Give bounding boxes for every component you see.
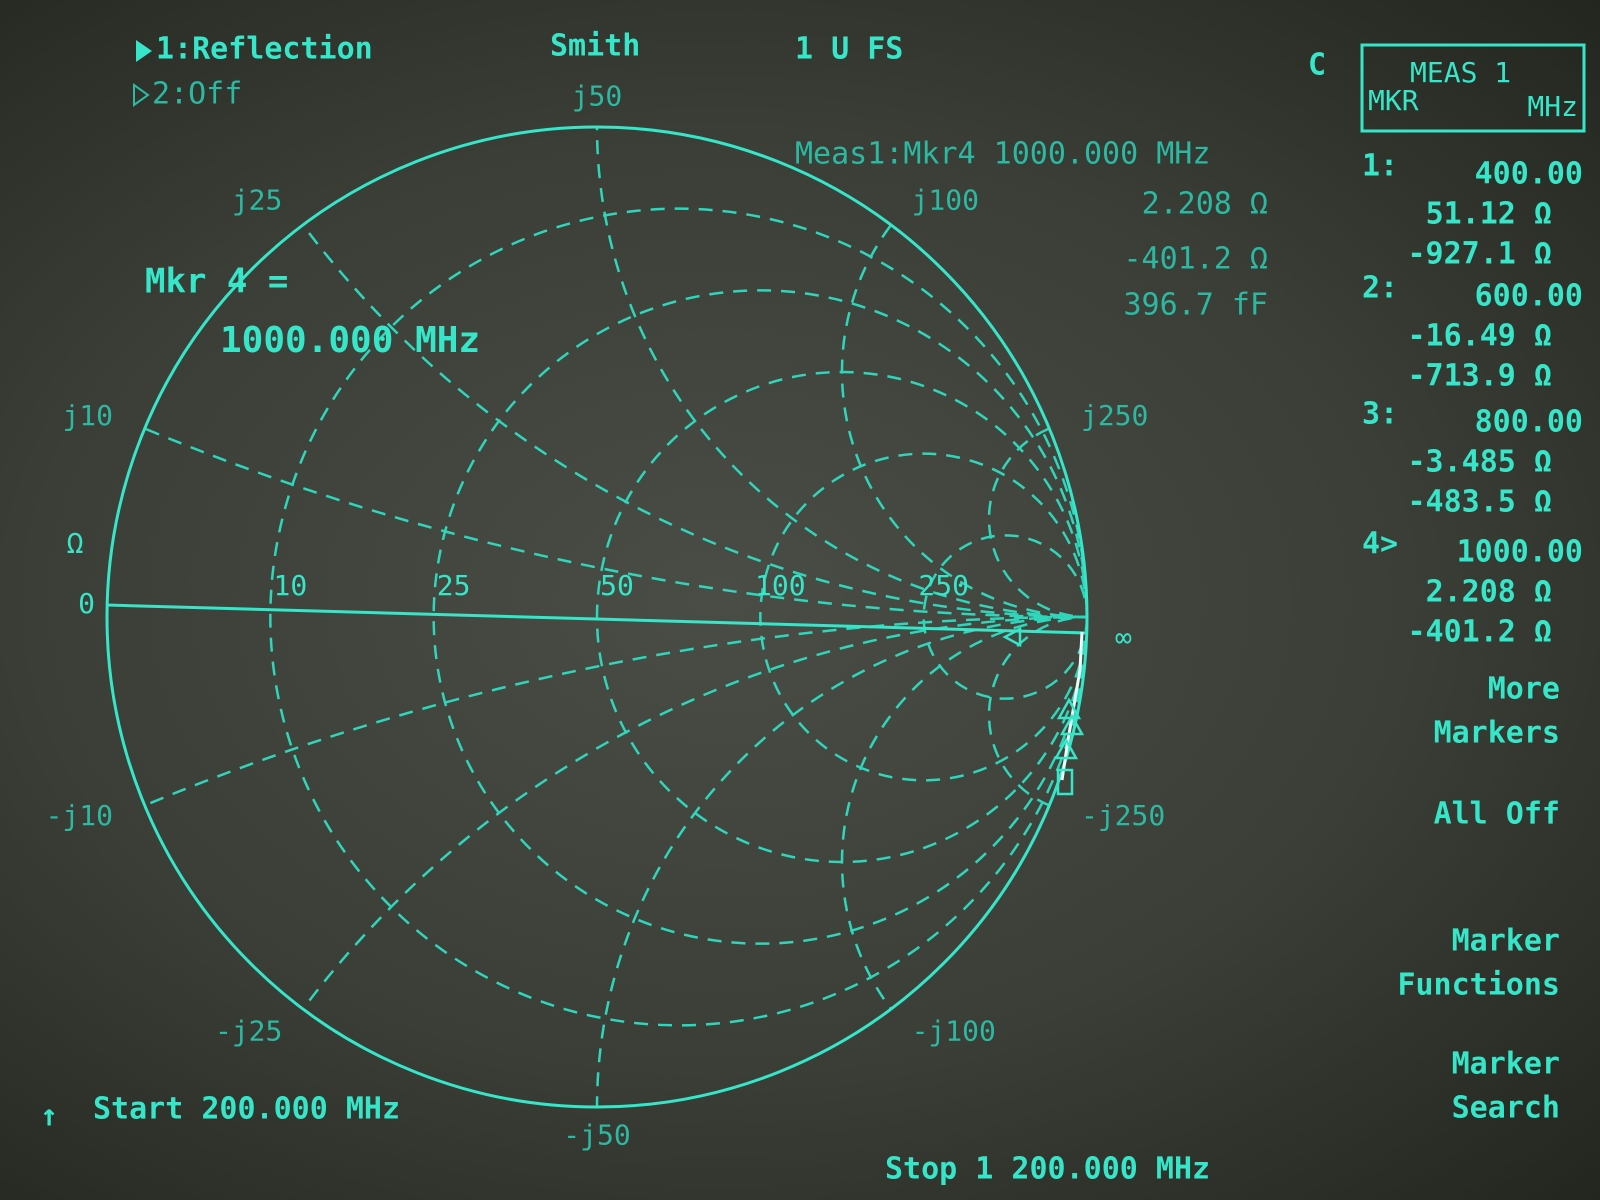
softkey-label[interactable]: Functions [1397, 968, 1560, 1003]
reactance-label: j25 [232, 183, 283, 216]
softkey-label[interactable]: More [1488, 672, 1560, 707]
start-freq: Start 200.000 MHz [93, 1092, 400, 1127]
footer-arrow: ↑ [40, 1099, 58, 1134]
reactance-label: j100 [912, 183, 979, 216]
resistance-label: 10 [273, 569, 307, 602]
marker-resistance: -16.49 Ω [1408, 319, 1553, 354]
marker-reactance: -713.9 Ω [1408, 359, 1553, 394]
trace1: 1:Reflection [156, 32, 373, 67]
active-trace-icon [136, 40, 152, 62]
marker-index: 4> [1362, 527, 1398, 562]
trace [1060, 631, 1084, 781]
marker-freq: 800.00 [1475, 405, 1583, 440]
resistance-label: 250 [918, 569, 969, 602]
marker-freq: 1000.00 [1457, 535, 1583, 570]
stop-freq: Stop 1 200.000 MHz [885, 1152, 1210, 1187]
softkey-label[interactable]: Search [1452, 1091, 1560, 1126]
readout-title: Meas1:Mkr4 1000.000 MHz [795, 137, 1210, 172]
readout-value: 2.208 Ω [1142, 187, 1268, 222]
menu-title: MKR [1368, 84, 1419, 117]
reactance-label: -j100 [912, 1015, 996, 1048]
resistance-label: 25 [437, 569, 471, 602]
smith-outline [105, 125, 1089, 1109]
marker-note: 1000.000 MHz [220, 320, 480, 361]
reactance-label: j50 [572, 80, 623, 113]
format: Smith [550, 29, 640, 64]
softkey-label[interactable]: Marker [1452, 1047, 1560, 1082]
resistance-circle [269, 207, 1087, 1027]
marker-reactance: -401.2 Ω [1408, 615, 1553, 650]
marker-index: 2: [1362, 271, 1398, 306]
reactance-label: j250 [1081, 399, 1148, 432]
readout-value: -401.2 Ω [1124, 242, 1269, 277]
marker-index: 3: [1362, 397, 1398, 432]
reactance-circle [840, 615, 1087, 1107]
softkey-label[interactable]: Marker [1452, 924, 1560, 959]
resistance-label: 50 [600, 569, 634, 602]
axis-left-label: 0 [78, 587, 95, 620]
marker-reactance: -483.5 Ω [1408, 485, 1553, 520]
menu-title: MEAS 1 [1410, 56, 1511, 89]
trace2: 2:Off [152, 77, 242, 112]
marker-resistance: 2.208 Ω [1426, 575, 1552, 610]
reactance-label: -j250 [1081, 799, 1165, 832]
axis-right-label: ∞ [1115, 621, 1132, 654]
marker-freq: 400.00 [1475, 157, 1583, 192]
reactance-label: -j50 [563, 1118, 630, 1151]
reactance-circle [595, 615, 1087, 1107]
menu-title: MHz [1527, 90, 1578, 123]
reactance-circle [840, 127, 1087, 619]
menu-title-box [1360, 43, 1586, 133]
marker-reactance: -927.1 Ω [1408, 237, 1553, 272]
marker-resistance: -3.485 Ω [1408, 445, 1553, 480]
reactance-circle [595, 127, 1087, 619]
softkey-label[interactable]: Markers [1434, 716, 1560, 751]
resistance-label: 100 [755, 569, 806, 602]
scale: 1 U FS [795, 32, 903, 67]
marker-note: Mkr 4 = [145, 262, 288, 302]
unit-label: Ω [67, 527, 84, 560]
real-axis [106, 603, 1088, 635]
trace-icon [133, 83, 150, 107]
reactance-label: j10 [62, 399, 113, 432]
reactance-label: -j25 [215, 1015, 282, 1048]
channel: C [1308, 48, 1326, 83]
marker-freq: 600.00 [1475, 279, 1583, 314]
softkey-label[interactable]: All Off [1434, 797, 1560, 832]
readout-value: 396.7 fF [1124, 288, 1269, 323]
marker-resistance: 51.12 Ω [1426, 197, 1552, 232]
resistance-circle [759, 452, 1087, 782]
reactance-label: -j10 [46, 799, 113, 832]
trace-markers [1002, 626, 1085, 796]
marker-index: 1: [1362, 149, 1398, 184]
